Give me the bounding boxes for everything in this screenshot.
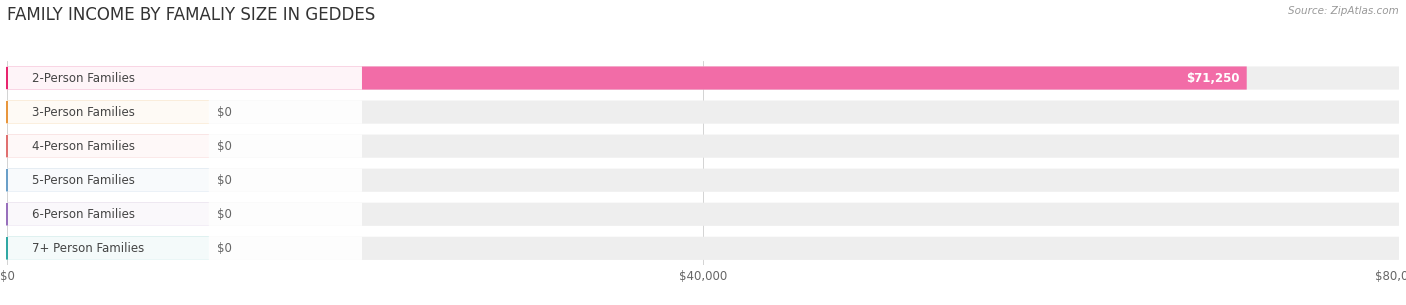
- FancyBboxPatch shape: [7, 237, 1399, 260]
- FancyBboxPatch shape: [7, 237, 361, 260]
- Text: $0: $0: [217, 106, 232, 119]
- FancyBboxPatch shape: [7, 169, 361, 192]
- Text: $71,250: $71,250: [1187, 72, 1240, 84]
- Text: 4-Person Families: 4-Person Families: [32, 140, 135, 152]
- Text: 6-Person Families: 6-Person Families: [32, 208, 135, 221]
- FancyBboxPatch shape: [7, 169, 209, 192]
- FancyBboxPatch shape: [7, 66, 361, 90]
- FancyBboxPatch shape: [7, 101, 209, 124]
- Text: $0: $0: [217, 174, 232, 187]
- FancyBboxPatch shape: [7, 135, 361, 158]
- FancyBboxPatch shape: [7, 135, 209, 158]
- FancyBboxPatch shape: [7, 135, 1399, 158]
- Text: FAMILY INCOME BY FAMALIY SIZE IN GEDDES: FAMILY INCOME BY FAMALIY SIZE IN GEDDES: [7, 6, 375, 24]
- FancyBboxPatch shape: [7, 101, 1399, 124]
- FancyBboxPatch shape: [7, 203, 361, 226]
- FancyBboxPatch shape: [7, 101, 361, 124]
- Text: 5-Person Families: 5-Person Families: [32, 174, 135, 187]
- Text: Source: ZipAtlas.com: Source: ZipAtlas.com: [1288, 6, 1399, 16]
- FancyBboxPatch shape: [7, 66, 1399, 90]
- FancyBboxPatch shape: [7, 169, 1399, 192]
- Text: $0: $0: [217, 208, 232, 221]
- Text: $0: $0: [217, 140, 232, 152]
- Text: 2-Person Families: 2-Person Families: [32, 72, 135, 84]
- Text: $0: $0: [217, 242, 232, 255]
- FancyBboxPatch shape: [7, 203, 209, 226]
- FancyBboxPatch shape: [7, 66, 1247, 90]
- Text: 3-Person Families: 3-Person Families: [32, 106, 135, 119]
- FancyBboxPatch shape: [7, 237, 209, 260]
- Text: 7+ Person Families: 7+ Person Families: [32, 242, 145, 255]
- FancyBboxPatch shape: [7, 203, 1399, 226]
